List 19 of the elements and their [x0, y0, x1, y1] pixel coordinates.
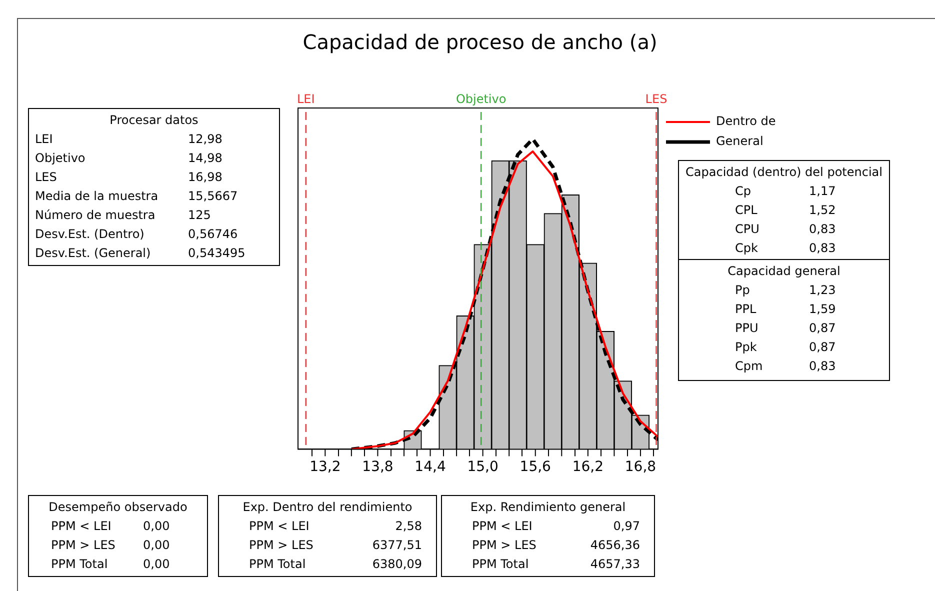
ref-line-label: Objetivo	[456, 92, 506, 106]
legend-label: Dentro de	[716, 114, 776, 128]
x-tick-label: 15,0	[467, 459, 498, 476]
text: Exp. Dentro del rendimiento PPM < LEI 2,58 PPM > LES 6377,51 PPM Total 6380,09	[242, 500, 422, 571]
text: Capacidad general Pp 1,23 PPL 1,59 PPU 0,87 Ppk 0,87 Cpm 0,83	[728, 264, 840, 373]
x-tick-label: 14,4	[414, 459, 446, 476]
x-tick-label: 13,2	[310, 459, 341, 476]
chart-title: Capacidad de proceso de ancho (a)	[302, 30, 658, 54]
x-tick-label: 15,6	[520, 459, 552, 476]
text: Exp. Rendimiento general PPM < LEI 0,97 PPM > LES 4656,36 PPM Total 4657,33	[470, 500, 640, 571]
text: Capacidad (dentro) del potencial Cp 1,17 CPL 1,52 CPU 0,83 Cpk 0,83	[686, 165, 882, 255]
legend-label: General	[716, 134, 764, 148]
ref-line-label: LEI	[296, 92, 315, 106]
ref-line-label: LES	[645, 92, 668, 106]
x-tick-label: 16,8	[624, 459, 656, 476]
x-tick-label: 16,2	[572, 459, 604, 476]
text: Procesar datos LEI 12,98 Objetivo 14,98 LES 16,98 Media de la muestra 15,5667 Número de muestra 125 Desv.Est. (Dentro) 0,56746 Desv.Est. (General) 0,543495	[35, 113, 246, 260]
text: Desempeño observado PPM < LEI 0,00 PPM > LES 0,00 PPM Total 0,00	[48, 500, 188, 571]
x-tick-label: 13,8	[362, 459, 394, 476]
